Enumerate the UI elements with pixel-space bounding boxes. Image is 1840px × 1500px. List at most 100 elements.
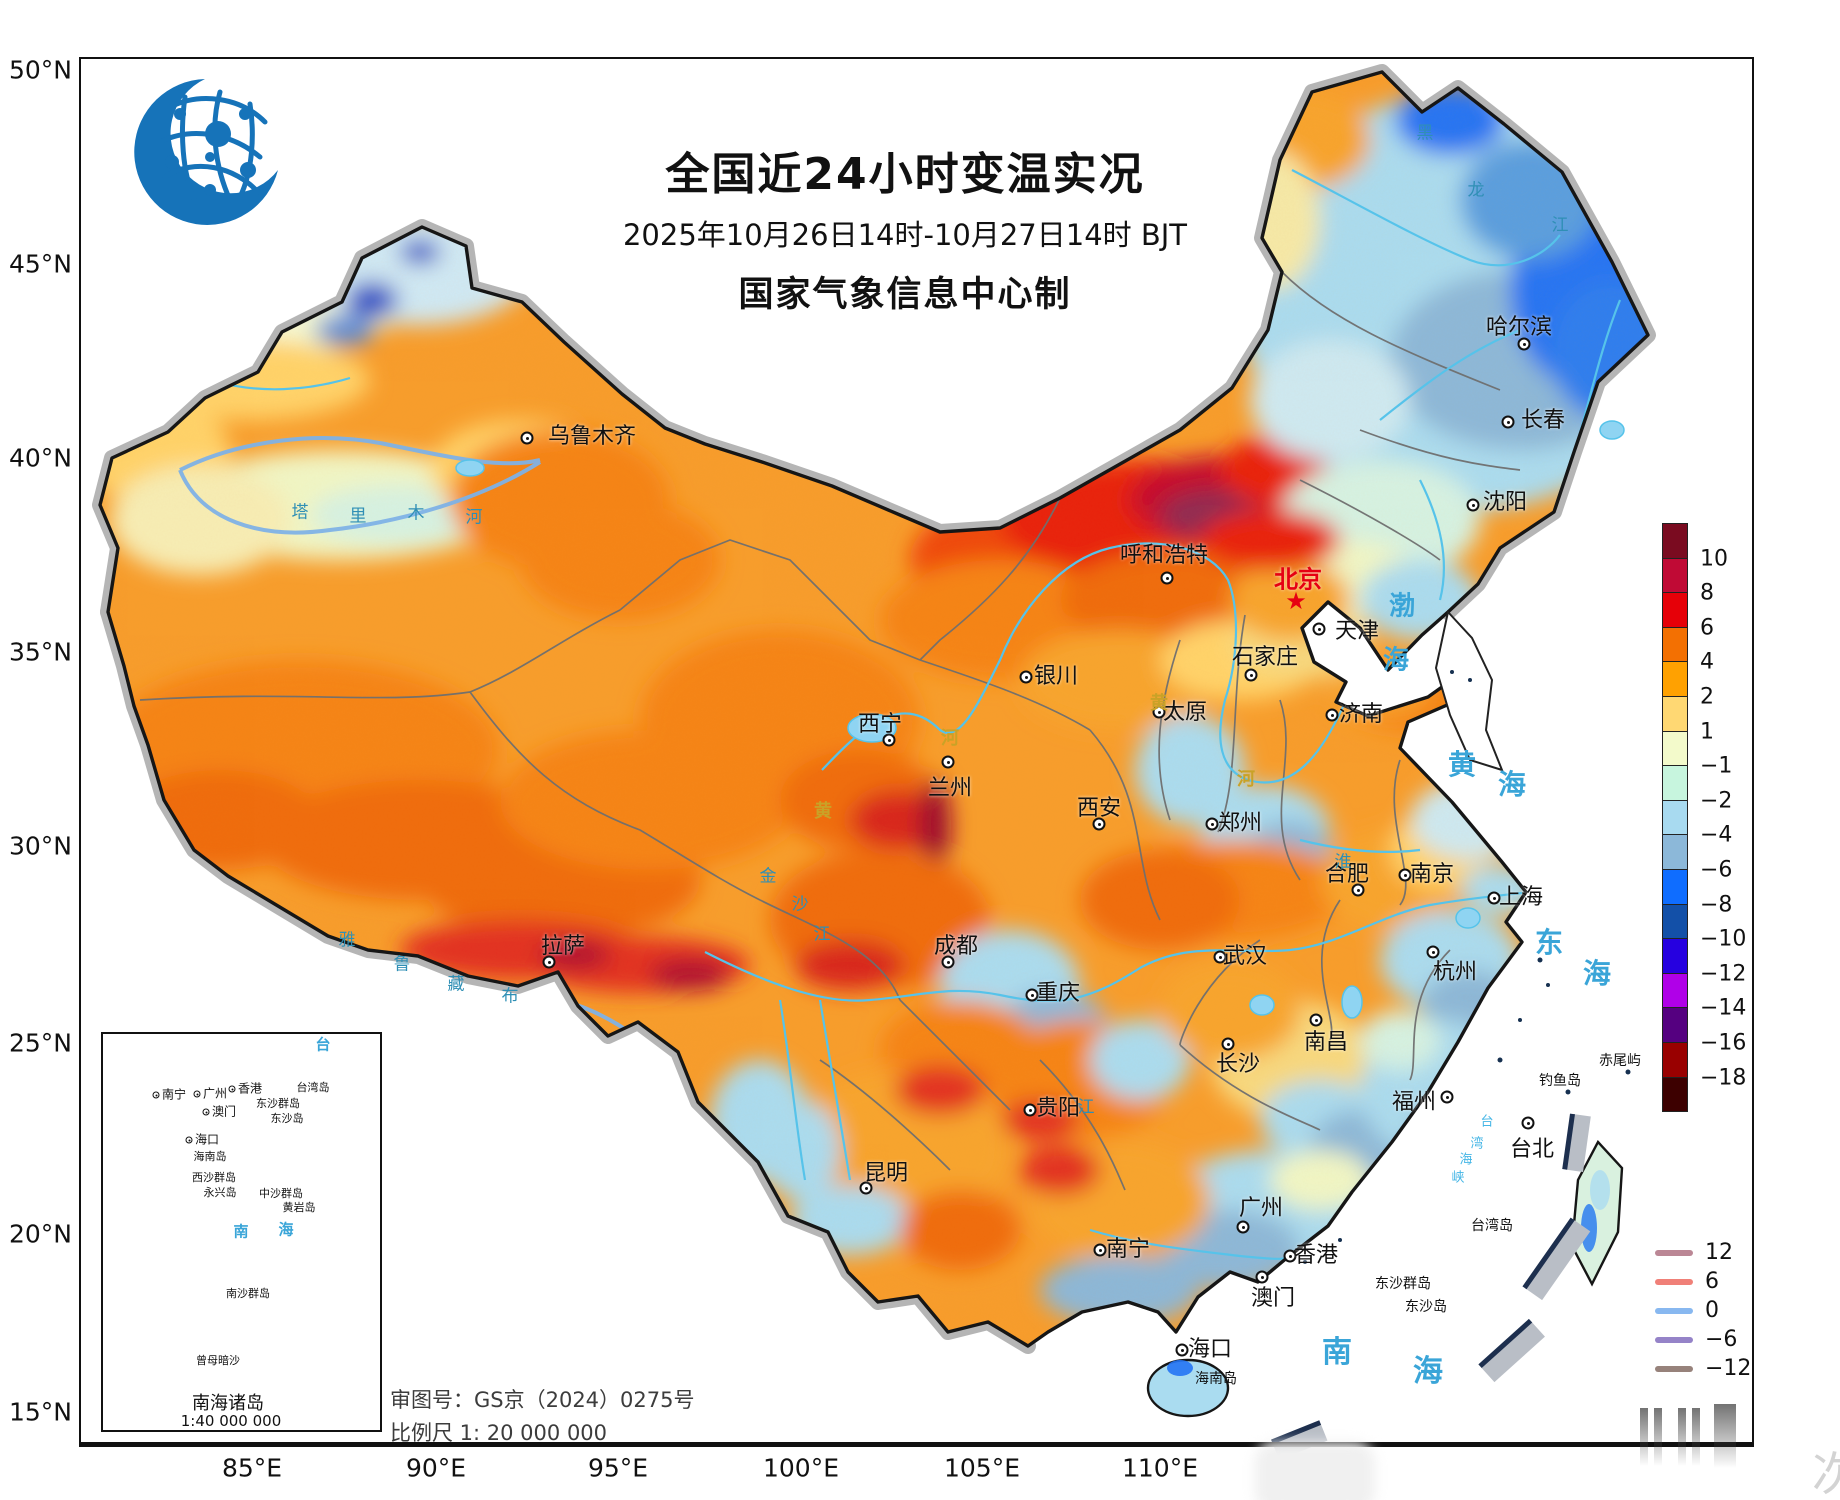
city-label: 南京 xyxy=(1409,862,1455,887)
inset-label: 澳门 xyxy=(211,1104,237,1119)
inset-title: 南海诸岛 xyxy=(192,1393,264,1414)
city-marker xyxy=(1025,988,1039,1002)
legend-value-label: −10 xyxy=(1700,926,1747,952)
city-marker xyxy=(1175,1343,1189,1357)
legend-color-segment xyxy=(1662,695,1688,732)
river-name-label: 沙 xyxy=(791,894,809,915)
city-label: 西宁 xyxy=(857,712,903,737)
lat-tick-label: 20°N xyxy=(8,1219,72,1249)
title-date-range: 2025年10月26日14时-10月27日14时 BJT xyxy=(622,218,1188,252)
nmic-logo xyxy=(134,79,278,225)
city-label: 上海 xyxy=(1498,885,1544,910)
inset-label: 南 xyxy=(233,1222,249,1241)
inset-label: 东沙岛 xyxy=(270,1112,304,1125)
inset-label: 海南岛 xyxy=(193,1150,227,1163)
city-marker xyxy=(1351,883,1365,897)
watermark-bar xyxy=(1640,1408,1648,1466)
contour-line-swatch xyxy=(1655,1336,1693,1343)
city-label: 长沙 xyxy=(1215,1052,1261,1077)
city-marker xyxy=(1440,1090,1454,1104)
city-label: 广州 xyxy=(1238,1196,1284,1221)
legend-value-label: −12 xyxy=(1700,961,1747,987)
city-label: 贵阳 xyxy=(1035,1096,1081,1121)
lat-tick-label: 35°N xyxy=(8,637,72,667)
legend-color-segment xyxy=(1662,626,1688,663)
watermark-bar xyxy=(1714,1404,1736,1468)
inset-label: 南宁 xyxy=(161,1087,187,1102)
legend-color-segment xyxy=(1662,765,1688,801)
contour-line-swatch xyxy=(1655,1365,1693,1372)
legend-value-label: −16 xyxy=(1700,1030,1747,1056)
inset-city-marker xyxy=(202,1108,210,1116)
legend-color-segment xyxy=(1662,592,1688,628)
contour-legend-row: −12 xyxy=(1655,1354,1751,1383)
sea-name-label: 海 xyxy=(1582,957,1612,990)
map-scale: 比例尺 1: 20 000 000 xyxy=(390,1421,608,1445)
sea-name-label: 东 xyxy=(1534,926,1564,959)
city-marker xyxy=(1312,622,1326,636)
city-marker xyxy=(1517,337,1531,351)
capital-label: 北京 xyxy=(1274,565,1322,594)
temperature-change-legend: 10 8 6 4 2 1 −1 −2 −4 −6 −8 −10 −12 −14 −16 −18 xyxy=(1662,523,1746,1113)
city-marker xyxy=(1325,708,1339,722)
yellow-river-label: 河 xyxy=(1237,769,1255,790)
city-marker xyxy=(1487,891,1501,905)
sea-name-label: 海 xyxy=(1382,645,1410,676)
city-label: 武汉 xyxy=(1222,944,1268,969)
legend-color-segment xyxy=(1662,799,1688,836)
city-marker xyxy=(1466,498,1480,512)
city-label: 南昌 xyxy=(1303,1030,1349,1055)
city-label: 郑州 xyxy=(1217,811,1263,836)
contour-legend-row: 12 xyxy=(1655,1238,1751,1267)
city-marker xyxy=(1426,945,1440,959)
city-marker xyxy=(1221,1037,1235,1051)
legend-value-label: −2 xyxy=(1700,788,1733,814)
legend-color-segment xyxy=(1662,557,1688,594)
legend-color-segment xyxy=(1662,1007,1688,1043)
page-title: 全国近24小时变温实况 xyxy=(665,149,1145,200)
inset-label: 海 xyxy=(278,1220,294,1239)
city-marker xyxy=(941,955,955,969)
sea-name-label: 渤 xyxy=(1388,591,1416,622)
river-name-label: 鲁 xyxy=(393,954,411,975)
legend-color-segment xyxy=(1662,903,1688,940)
inset-city-marker xyxy=(152,1091,160,1099)
city-label: 拉萨 xyxy=(540,934,586,959)
city-marker xyxy=(1501,415,1515,429)
river-name-label: 塔 xyxy=(291,502,309,523)
legend-value-label: −14 xyxy=(1700,995,1747,1021)
city-label: 香港 xyxy=(1293,1243,1339,1268)
inset-label: 中沙群岛 xyxy=(259,1187,303,1200)
lon-tick-label: 95°E xyxy=(587,1453,649,1483)
river-name-label: 雅 xyxy=(338,930,356,951)
city-label: 澳门 xyxy=(1250,1286,1296,1311)
contour-line-value: −6 xyxy=(1705,1327,1738,1352)
inset-label: 广州 xyxy=(202,1086,228,1101)
contour-line-value: −12 xyxy=(1705,1356,1752,1381)
city-label: 天津 xyxy=(1334,619,1380,644)
watermark-blur xyxy=(1255,1442,1375,1500)
inset-label: 海口 xyxy=(194,1132,220,1147)
city-label: 济南 xyxy=(1338,702,1384,727)
legend-color-segment xyxy=(1662,730,1688,767)
inset-label: 黄岩岛 xyxy=(282,1201,316,1214)
city-label: 重庆 xyxy=(1035,981,1081,1006)
title-block: 全国近24小时变温实况 2025年10月26日14时-10月27日14时 BJT… xyxy=(623,138,1187,317)
river-name-label: 江 xyxy=(813,924,831,945)
city-label: 台北 xyxy=(1509,1137,1555,1162)
city-marker xyxy=(1023,1103,1037,1117)
map-approval-number: 审图号：GS京（2024）0275号 xyxy=(390,1388,695,1412)
city-marker xyxy=(1398,868,1412,882)
city-marker xyxy=(1244,668,1258,682)
contour-line-swatch xyxy=(1655,1278,1693,1285)
legend-color-segment xyxy=(1662,938,1688,974)
legend-color-segment xyxy=(1662,523,1688,559)
city-marker xyxy=(1205,817,1219,831)
city-label: 石家庄 xyxy=(1231,645,1299,670)
city-marker xyxy=(1213,950,1227,964)
city-label: 西安 xyxy=(1076,796,1122,821)
city-label: 沈阳 xyxy=(1482,490,1528,515)
legend-value-label: −6 xyxy=(1700,857,1733,883)
sea-name-label: 黄 xyxy=(1447,748,1477,781)
inset-label: 南沙群岛 xyxy=(226,1287,270,1300)
